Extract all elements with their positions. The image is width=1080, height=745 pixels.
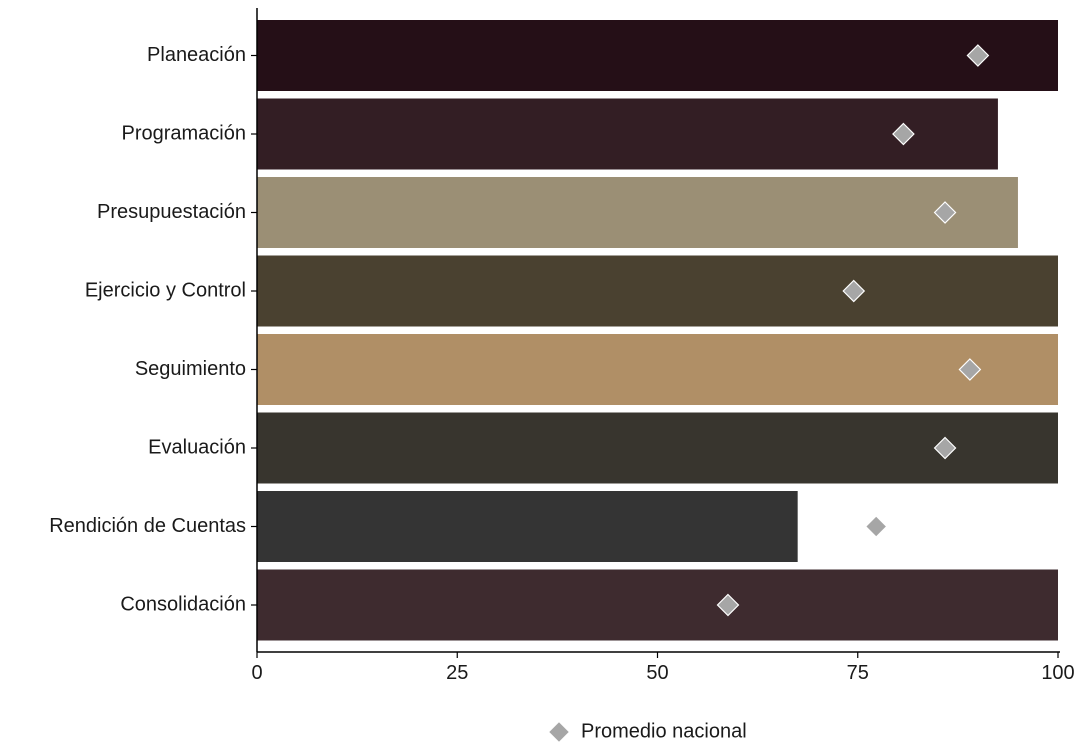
promedio-marker xyxy=(958,358,982,381)
bar xyxy=(257,412,1058,484)
bar xyxy=(257,491,798,562)
bar xyxy=(257,569,1058,641)
x-tick-label: 100 xyxy=(1041,662,1074,684)
category-label: Presupuestación xyxy=(97,201,246,223)
bar xyxy=(257,177,1018,248)
x-tick-label: 25 xyxy=(446,662,468,684)
category-label: Planeación xyxy=(147,44,246,66)
legend-label: Promedio nacional xyxy=(581,720,747,742)
promedio-marker xyxy=(966,44,990,67)
legend-diamond-icon xyxy=(547,720,571,744)
bar xyxy=(257,255,1058,327)
promedio-marker xyxy=(864,515,888,538)
promedio-marker xyxy=(892,122,915,146)
category-label: Seguimiento xyxy=(135,358,246,380)
promedio-marker xyxy=(933,436,957,460)
bar xyxy=(257,20,1058,91)
bars-layer xyxy=(257,20,1058,641)
axes: 0 25 50 75 100 xyxy=(251,8,1075,684)
category-labels: Planeación Programación Presupuestación Eje… xyxy=(49,44,246,616)
promedio-marker xyxy=(933,201,957,224)
x-tick-label: 75 xyxy=(847,662,869,684)
promedio-marker xyxy=(716,593,740,617)
bar xyxy=(257,98,998,170)
x-tick-label: 50 xyxy=(646,662,668,684)
promedio-marker xyxy=(842,279,866,303)
bar xyxy=(257,334,1058,405)
category-label: Programación xyxy=(121,122,246,144)
category-label: Ejercicio y Control xyxy=(85,279,246,301)
category-label: Evaluación xyxy=(148,436,246,458)
x-tick-label: 0 xyxy=(251,662,262,684)
category-label: Consolidación xyxy=(120,593,246,615)
legend: Promedio nacional xyxy=(547,720,747,744)
markers-layer xyxy=(716,44,990,617)
category-label: Rendición de Cuentas xyxy=(49,515,246,537)
